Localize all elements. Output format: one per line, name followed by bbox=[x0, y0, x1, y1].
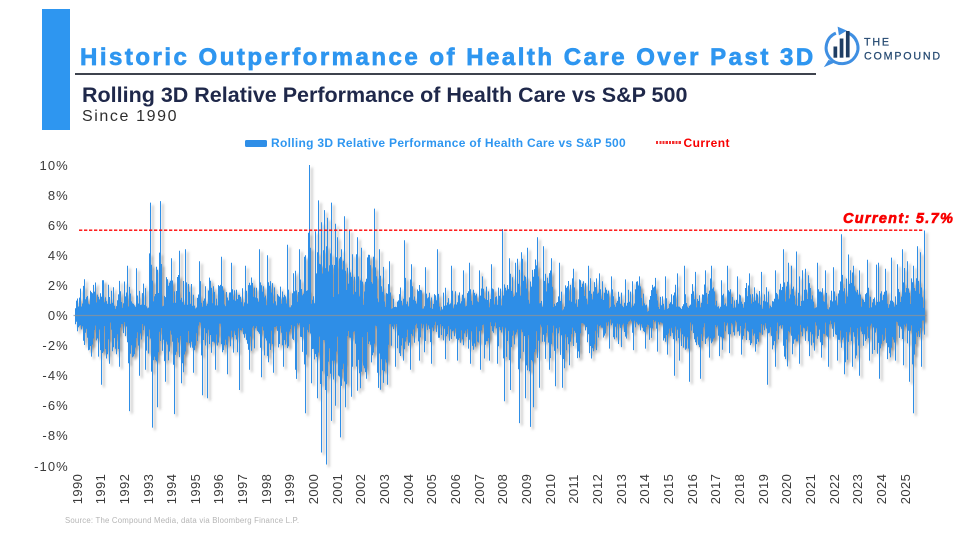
svg-text:COMPOUND: COMPOUND bbox=[864, 51, 942, 63]
svg-text:THE: THE bbox=[864, 37, 891, 49]
